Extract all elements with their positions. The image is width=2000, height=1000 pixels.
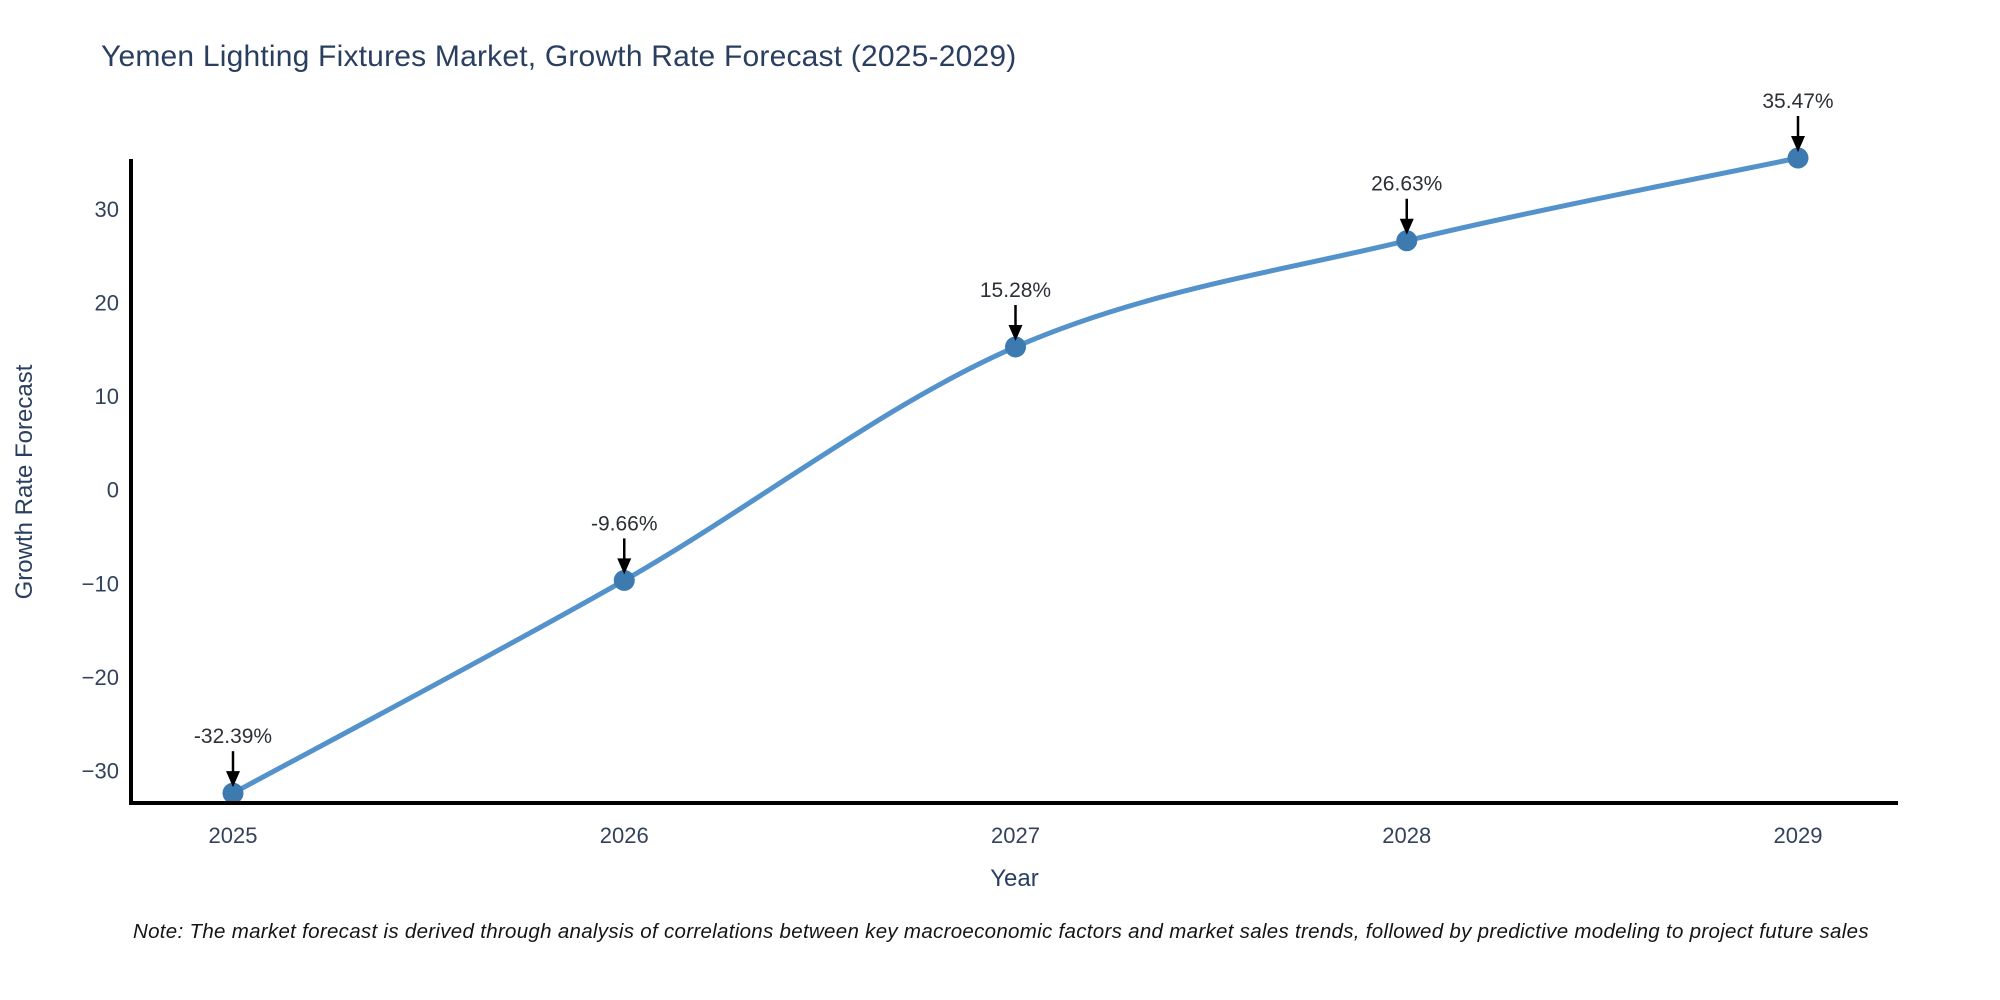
- y-tick-label-30: 30: [95, 197, 119, 222]
- x-axis-title: Year: [990, 865, 1039, 892]
- y-tick-label-−30: −30: [82, 759, 119, 784]
- chart-title: Yemen Lighting Fixtures Market, Growth R…: [101, 40, 1017, 73]
- data-point-marker-2025[interactable]: [222, 782, 244, 804]
- annotation-label-2028: 26.63%: [1371, 173, 1442, 196]
- annotation-arrowhead-2025: [226, 771, 240, 788]
- y-tick-label-−20: −20: [82, 665, 119, 690]
- data-point-marker-2026[interactable]: [613, 569, 635, 591]
- annotation-arrowhead-2026: [617, 558, 632, 575]
- x-tick-label-2026: 2026: [600, 823, 649, 848]
- y-axis-title: Growth Rate Forecast: [11, 364, 38, 599]
- y-tick-label-20: 20: [95, 291, 119, 316]
- footnote: Note: The market forecast is derived thr…: [133, 920, 1869, 943]
- annotation-arrowhead-2029: [1791, 136, 1805, 153]
- annotation-label-2029: 35.47%: [1762, 90, 1833, 113]
- x-tick-label-2028: 2028: [1382, 823, 1431, 848]
- annotation-label-2026: -9.66%: [591, 512, 658, 535]
- x-tick-label-2027: 2027: [991, 823, 1040, 848]
- annotation-label-2025: -32.39%: [194, 725, 272, 748]
- annotation-arrowhead-2027: [1008, 324, 1023, 341]
- series-line: [230, 155, 1801, 796]
- x-tick-label-2029: 2029: [1774, 823, 1823, 848]
- annotation-arrowhead-2028: [1399, 218, 1414, 235]
- data-point-marker-2027[interactable]: [1005, 336, 1026, 358]
- y-tick-label-0: 0: [107, 478, 119, 503]
- annotation-label-2027: 15.28%: [980, 279, 1051, 302]
- x-tick-label-2025: 2025: [209, 823, 258, 848]
- data-point-marker-2029[interactable]: [1787, 147, 1809, 169]
- y-tick-label-−10: −10: [82, 571, 119, 596]
- y-tick-label-10: 10: [95, 384, 119, 409]
- data-point-marker-2028[interactable]: [1396, 230, 1418, 252]
